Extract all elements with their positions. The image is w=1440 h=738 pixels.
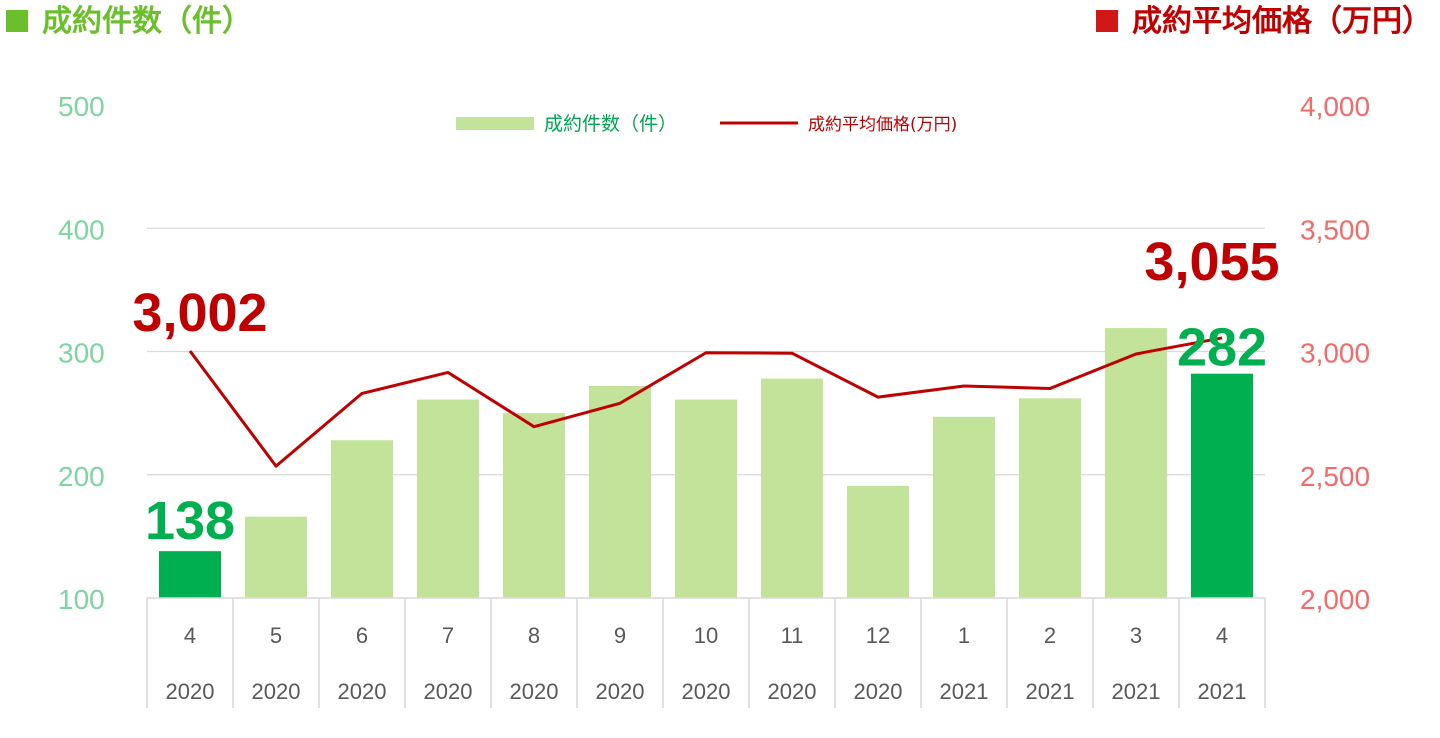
legend-bar-swatch (456, 117, 534, 130)
right-axis-title-text: 成約平均価格（万円） (1132, 4, 1432, 39)
x-tick-month-label: 8 (528, 623, 540, 648)
left-axis-tick-label: 100 (58, 584, 105, 615)
right-axis-title: 成約平均価格（万円） (1096, 2, 1432, 42)
x-tick-month-label: 5 (270, 623, 282, 648)
left-axis-title: 成約件数（件） (6, 2, 252, 42)
x-tick-year-label: 2021 (1198, 679, 1247, 704)
x-tick-year-label: 2021 (1026, 679, 1075, 704)
legend-line-label: 成約平均価格(万円) (808, 115, 957, 135)
x-tick-month-label: 11 (781, 623, 804, 648)
x-tick-month-label: 7 (442, 623, 454, 648)
x-tick-month-label: 9 (614, 623, 626, 648)
bar (503, 413, 565, 598)
left-axis-title-text: 成約件数（件） (42, 4, 252, 39)
left-axis-tick-label: 200 (58, 461, 105, 492)
x-tick-year-label: 2020 (338, 679, 387, 704)
bar (1105, 328, 1167, 598)
right-axis-tick-label: 3,000 (1300, 338, 1370, 369)
bar (847, 485, 909, 598)
x-tick-month-label: 12 (866, 623, 890, 648)
right-axis-tick-label: 2,000 (1300, 584, 1370, 615)
x-tick-year-label: 2020 (166, 679, 215, 704)
x-tick-month-label: 4 (184, 623, 196, 648)
x-tick-year-label: 2020 (252, 679, 301, 704)
line-data-label-last: 3,055 (1144, 232, 1279, 292)
bar (417, 399, 479, 598)
price-line (188, 336, 1223, 468)
x-tick-year-label: 2021 (940, 679, 989, 704)
x-tick-year-label: 2020 (682, 679, 731, 704)
x-tick-month-label: 2 (1044, 623, 1056, 648)
green-square-icon (6, 10, 28, 32)
x-tick-year-label: 2021 (1112, 679, 1161, 704)
x-tick-month-label: 1 (958, 623, 970, 648)
x-tick-month-label: 4 (1216, 623, 1228, 648)
left-axis-tick-label: 300 (58, 338, 105, 369)
bar (933, 416, 995, 598)
red-square-icon (1096, 10, 1118, 32)
left-axis-tick-label: 400 (58, 214, 105, 245)
bar (589, 386, 651, 598)
x-tick-month-label: 6 (356, 623, 368, 648)
bar (1019, 398, 1081, 598)
x-tick-year-label: 2020 (424, 679, 473, 704)
bar-data-label-last: 282 (1177, 318, 1267, 378)
x-tick-year-label: 2020 (596, 679, 645, 704)
right-axis-tick-label: 3,500 (1300, 214, 1370, 245)
legend-bar-label: 成約件数（件） (544, 113, 677, 135)
right-axis-tick-label: 4,000 (1300, 91, 1370, 122)
bar (761, 378, 823, 598)
bar (159, 551, 221, 598)
bar (331, 440, 393, 598)
x-tick-year-label: 2020 (510, 679, 559, 704)
bar (245, 516, 307, 598)
line-data-label-first: 3,002 (132, 283, 267, 343)
x-tick-month-label: 10 (694, 623, 718, 648)
left-axis-tick-label: 500 (58, 91, 105, 122)
bar-data-label-first: 138 (145, 491, 235, 551)
x-tick-month-label: 3 (1130, 623, 1142, 648)
x-tick-year-label: 2020 (854, 679, 903, 704)
right-axis-tick-label: 2,500 (1300, 461, 1370, 492)
bar (675, 399, 737, 598)
x-tick-year-label: 2020 (768, 679, 817, 704)
bar (1191, 373, 1253, 598)
